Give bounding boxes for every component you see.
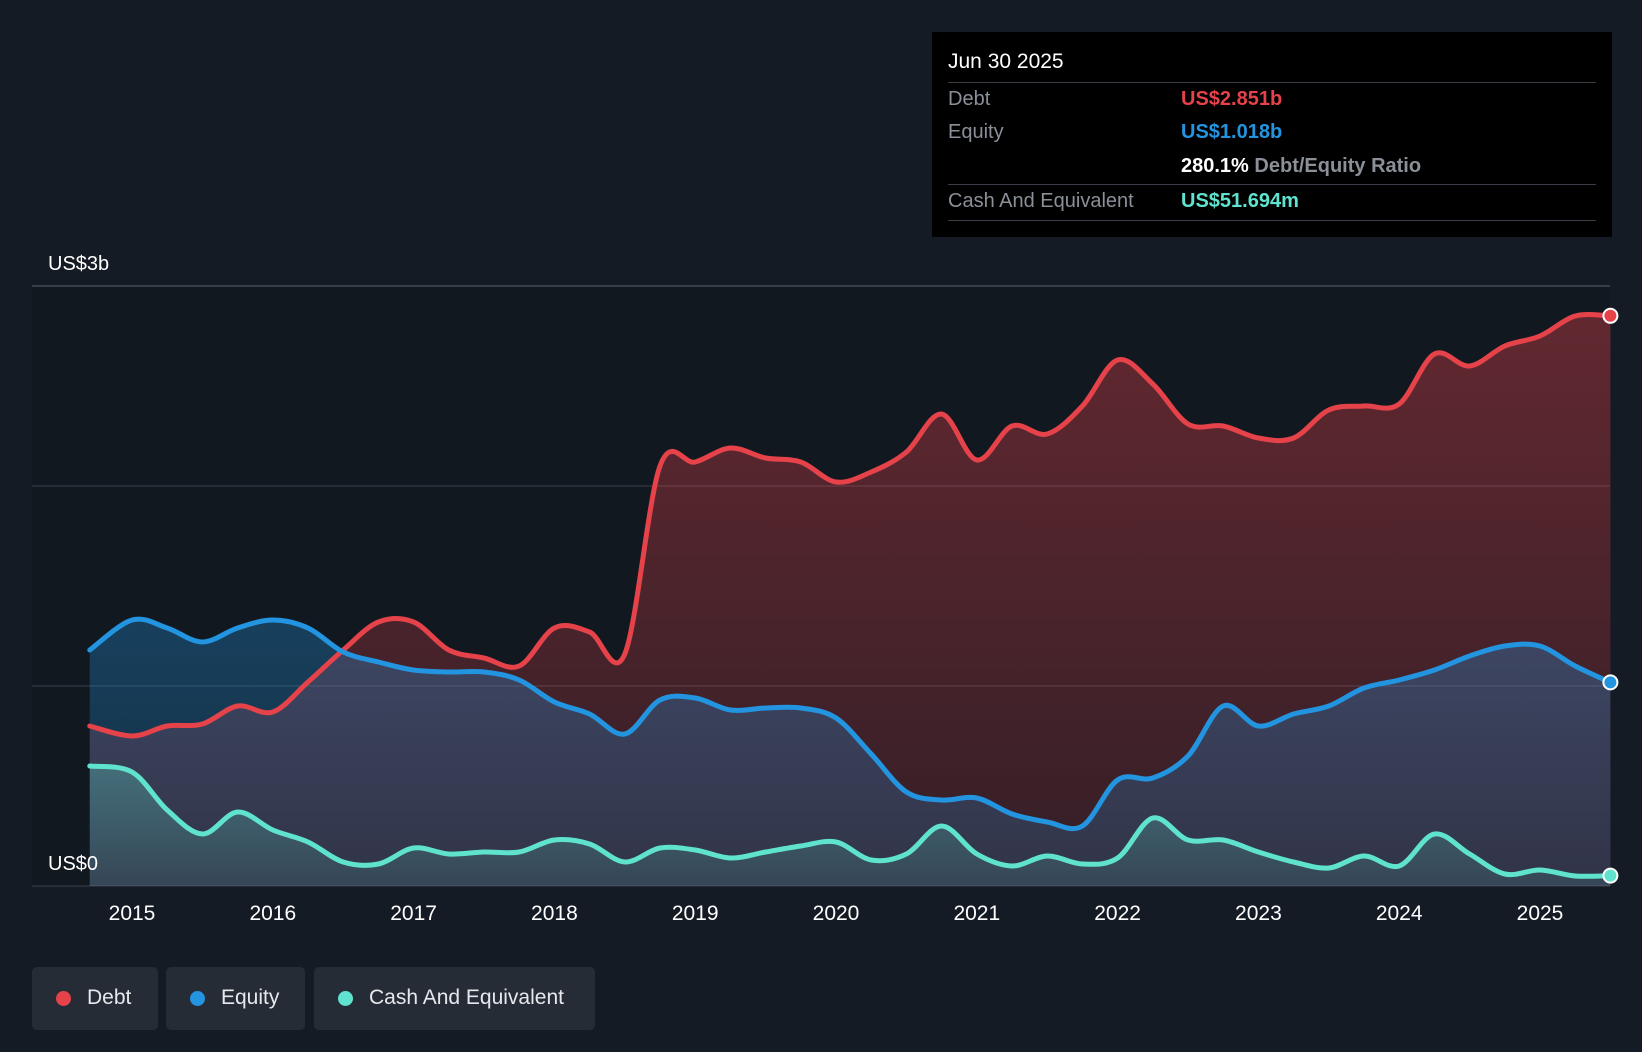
x-tick-label: 2015 (109, 902, 156, 925)
legend-debt-label: Debt (87, 986, 132, 1009)
debt-line (87, 311, 1613, 739)
tooltip-equity-label: Equity (948, 121, 1004, 143)
tooltip-cash-label: Cash And Equivalent (948, 190, 1134, 212)
x-tick-label: 2016 (249, 902, 296, 925)
cash-dot-icon (338, 991, 353, 1006)
legend-cash-label: Cash And Equivalent (369, 986, 564, 1009)
tooltip-cash-value: US$51.694m (1181, 190, 1299, 212)
x-tick-label: 2024 (1376, 902, 1423, 925)
equity-dot-icon (190, 991, 205, 1006)
legend-equity-label: Equity (221, 986, 280, 1009)
tooltip-debt-row: Debt US$2.851b (948, 82, 1596, 117)
tooltip-ratio-row: 280.1% Debt/Equity Ratio (948, 150, 1596, 184)
legend-item-cash[interactable]: Cash And Equivalent (314, 967, 595, 1030)
tooltip-date: Jun 30 2025 (948, 50, 1064, 73)
x-tick-label: 2022 (1094, 902, 1141, 925)
tooltip-debt-value: US$2.851b (1181, 88, 1283, 110)
tooltip-cash-row: Cash And Equivalent US$51.694m (948, 184, 1596, 219)
equity-end-marker[interactable] (1602, 674, 1619, 691)
tooltip-debt-label: Debt (948, 88, 991, 110)
legend-item-equity[interactable]: Equity (166, 967, 305, 1030)
y-axis-top-label: US$3b (48, 253, 109, 275)
tooltip-ratio-value: 280.1% Debt/Equity Ratio (1181, 155, 1421, 178)
equity-area (89, 619, 1611, 886)
tooltip-equity-value: US$1.018b (1181, 121, 1283, 143)
tooltip-ratio-label: Debt/Equity Ratio (1254, 155, 1422, 177)
legend-item-debt[interactable]: Debt (32, 967, 158, 1030)
cash-area (89, 766, 1611, 886)
x-tick-label: 2018 (531, 902, 578, 925)
cash-line (87, 763, 1613, 879)
tooltip-divider (948, 220, 1596, 221)
cash-end-marker[interactable] (1602, 867, 1619, 884)
tooltip-panel: Jun 30 2025 Debt US$2.851b Equity US$1.0… (932, 32, 1612, 237)
equity-line (87, 616, 1613, 832)
x-tick-label: 2017 (390, 902, 437, 925)
x-tick-label: 2023 (1235, 902, 1282, 925)
debt-dot-icon (56, 991, 71, 1006)
x-tick-label: 2019 (672, 902, 719, 925)
x-tick-label: 2025 (1517, 902, 1564, 925)
debt-end-marker[interactable] (1602, 307, 1619, 324)
x-tick-label: 2020 (813, 902, 860, 925)
y-axis-bottom-label: US$0 (48, 853, 98, 875)
tooltip-equity-row: Equity US$1.018b (948, 116, 1596, 150)
tooltip-ratio-percent: 280.1% (1181, 155, 1249, 177)
x-tick-label: 2021 (953, 902, 1000, 925)
